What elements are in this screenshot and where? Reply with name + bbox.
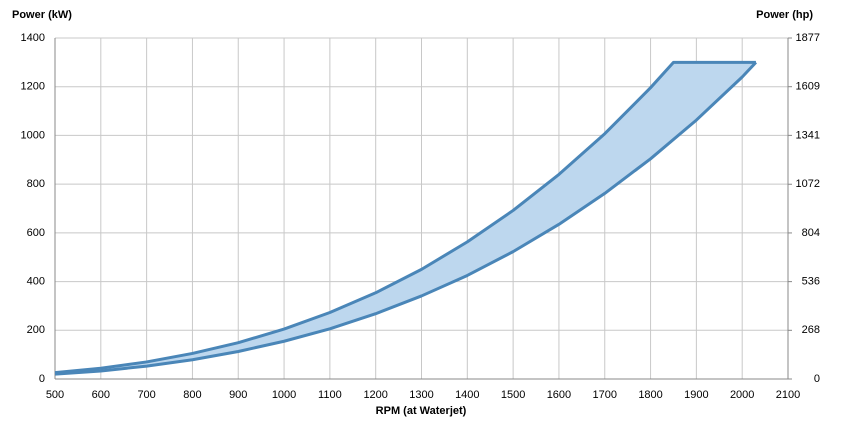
x-axis-title: RPM (at Waterjet) bbox=[376, 405, 467, 417]
band-area bbox=[55, 62, 756, 375]
curve bbox=[54, 60, 756, 375]
y2-tick-label: 1877 bbox=[796, 32, 820, 44]
y2-tick-label: 536 bbox=[802, 276, 820, 288]
y2-tick-label: 268 bbox=[802, 324, 820, 336]
x-tick-label: 1500 bbox=[501, 389, 525, 401]
x-tick-label: 1700 bbox=[593, 389, 617, 401]
x-tick-label: 1600 bbox=[547, 389, 571, 401]
x-tick-label: 2000 bbox=[730, 389, 754, 401]
x-tick-label: 1800 bbox=[638, 389, 662, 401]
y-tick-label: 1000 bbox=[21, 129, 45, 141]
x-tick-label: 1400 bbox=[455, 389, 479, 401]
y-tick-label: 1200 bbox=[21, 81, 45, 93]
y2-axis-title: Power (hp) bbox=[756, 9, 813, 21]
y2-tick-label: 804 bbox=[802, 227, 820, 239]
y-tick-label: 800 bbox=[27, 178, 45, 190]
y-axis-title: Power (kW) bbox=[12, 9, 72, 21]
y2-tick-label: 1341 bbox=[796, 129, 820, 141]
y-tick-label: 400 bbox=[27, 275, 45, 287]
y-tick-label: 600 bbox=[27, 227, 45, 239]
y-tick-label: 1400 bbox=[21, 32, 45, 44]
x-tick-label: 1300 bbox=[409, 389, 433, 401]
x-tick-label: 1000 bbox=[272, 389, 296, 401]
y2-tick-label: 0 bbox=[814, 373, 820, 385]
curve bbox=[54, 61, 758, 376]
y2-tick-label: 1072 bbox=[796, 178, 820, 190]
x-tick-label: 500 bbox=[46, 389, 64, 401]
x-tick-label: 1100 bbox=[318, 389, 342, 401]
x-tick-label: 1900 bbox=[684, 389, 708, 401]
y-tick-label: 200 bbox=[27, 324, 45, 336]
y-tick-label: 0 bbox=[39, 373, 45, 385]
x-tick-label: 600 bbox=[92, 389, 110, 401]
y2-tick-label: 1609 bbox=[796, 81, 820, 93]
x-tick-label: 1200 bbox=[363, 389, 387, 401]
x-tick-label: 700 bbox=[137, 389, 155, 401]
x-tick-label: 2100 bbox=[776, 389, 800, 401]
x-tick-label: 900 bbox=[229, 389, 247, 401]
x-tick-label: 800 bbox=[183, 389, 201, 401]
